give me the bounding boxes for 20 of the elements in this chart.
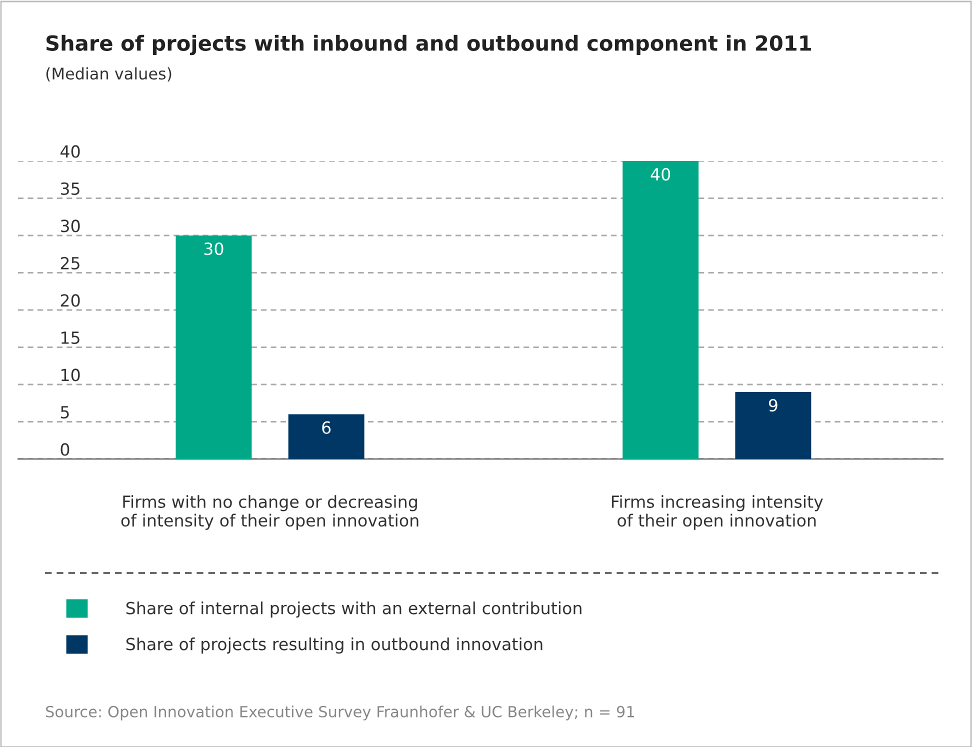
y-tick-label: 20 [60, 294, 80, 307]
y-tick-label: 0 [60, 443, 70, 456]
chart-subtitle: (Median values) [46, 67, 172, 82]
data-label: 9 [768, 398, 778, 412]
y-tick-label: 5 [60, 406, 69, 419]
y-tick-label: 25 [60, 256, 80, 270]
x-tick-label: Firms with no change or decreasing of intensity of their open innovation [121, 495, 418, 530]
y-tick-label: 40 [60, 145, 80, 158]
y-tick-label: 35 [60, 182, 80, 196]
source-note: Source: Open Innovation Executive Survey Fraunhofer & UC Berkeley; n = 91 [46, 706, 634, 720]
legend-label: Share of internal projects with an external contribution [126, 602, 582, 618]
data-label: 40 [650, 168, 670, 181]
y-tick-label: 10 [61, 368, 80, 382]
legend-label: Share of projects resulting in outbound innovation [126, 637, 542, 654]
x-tick-label: Firms increasing intensity of their open innovation [612, 495, 823, 530]
y-tick-label: 15 [61, 332, 80, 344]
data-label: 6 [322, 421, 331, 434]
y-tick-label: 30 [60, 220, 80, 232]
data-label: 30 [204, 242, 224, 256]
chart-title: Share of projects with inbound and outbound component in 2011 [46, 34, 811, 56]
